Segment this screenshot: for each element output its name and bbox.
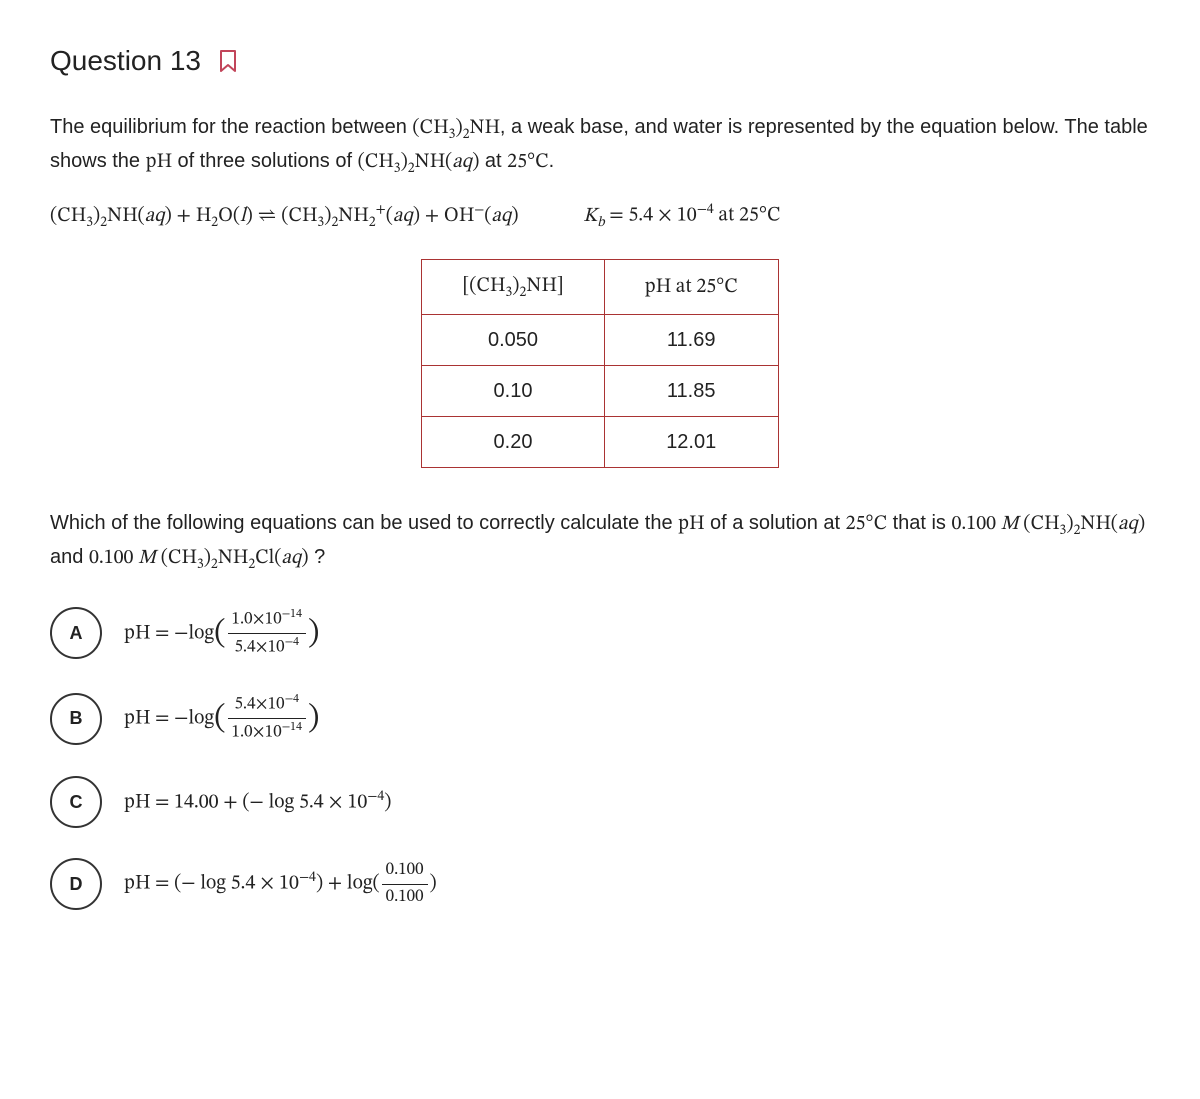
table-cell: 0.20 (422, 416, 604, 467)
data-table: [(CH3)2NH] pH at 25°C 0.050 11.69 0.10 1… (421, 259, 778, 468)
option-letter: C (50, 776, 102, 828)
text: The equilibrium for the reaction between (50, 116, 412, 138)
ph-text: pH (146, 152, 172, 172)
formula: 0.100 M (CH3)2NH(aq) (952, 514, 1146, 534)
formula: (CH3)2NH(aq) (358, 152, 480, 172)
text: and (50, 546, 89, 568)
options-list: A pH = −log(1.0×10−145.4×10−4) B pH = −l… (50, 606, 1150, 911)
table-cell: 0.10 (422, 365, 604, 416)
eq-rhs: (CH3)2NH2+(aq) + OH−(aq) (281, 206, 518, 226)
table-row: 0.10 11.85 (422, 365, 778, 416)
option-equation: pH = 14.00 + (− log 5.4 × 10−4) (124, 787, 391, 818)
formula: 0.100 M (CH3)2NH2Cl(aq) (89, 548, 309, 568)
text: that is (887, 512, 951, 534)
option-c[interactable]: C pH = 14.00 + (− log 5.4 × 10−4) (50, 776, 1150, 828)
frac-den: 0.100 (382, 885, 428, 911)
option-d[interactable]: D pH = (− log 5.4 × 10−4) + log(0.1000.1… (50, 858, 1150, 910)
question-title: Question 13 (50, 40, 201, 82)
text: Which of the following equations can be … (50, 512, 678, 534)
eq-arrows: ⇌ (258, 206, 282, 226)
text: . (549, 150, 555, 172)
frac-den: 5.4×10−4 (228, 634, 306, 661)
table-cell: 0.050 (422, 314, 604, 365)
table-row: 0.050 11.69 (422, 314, 778, 365)
text: of a solution at (704, 512, 845, 534)
frac-num: 5.4×10−4 (228, 691, 306, 719)
table-header: pH at 25°C (604, 259, 778, 314)
frac-num: 1.0×10−14 (228, 606, 306, 634)
table-header-row: [(CH3)2NH] pH at 25°C (422, 259, 778, 314)
table-cell: 12.01 (604, 416, 778, 467)
question-paragraph: Which of the following equations can be … (50, 508, 1150, 576)
option-letter: B (50, 693, 102, 745)
text: of three solutions of (172, 150, 358, 172)
table-row: 0.20 12.01 (422, 416, 778, 467)
table-cell: 11.69 (604, 314, 778, 365)
table-header: [(CH3)2NH] (422, 259, 604, 314)
text: ? (309, 546, 326, 568)
option-b[interactable]: B pH = −log(5.4×10−41.0×10−14) (50, 691, 1150, 746)
equilibrium-equation: (CH3)2NH(aq) + H2O(l) ⇌ (CH3)2NH2+(aq) +… (50, 200, 1150, 234)
bookmark-icon[interactable] (219, 50, 237, 72)
option-letter: A (50, 607, 102, 659)
table-cell: 11.85 (604, 365, 778, 416)
temp: 25°C (507, 152, 548, 172)
intro-paragraph: The equilibrium for the reaction between… (50, 112, 1150, 180)
option-letter: D (50, 858, 102, 910)
option-equation: pH = −log(1.0×10−145.4×10−4) (124, 606, 319, 661)
text: at (479, 150, 507, 172)
frac-den: 1.0×10−14 (228, 719, 306, 746)
option-equation: pH = −log(5.4×10−41.0×10−14) (124, 691, 319, 746)
question-header: Question 13 (50, 40, 1150, 82)
temp: 25°C (846, 514, 887, 534)
formula: (CH3)2NH (412, 118, 500, 138)
option-equation: pH = (− log 5.4 × 10−4) + log(0.1000.100… (124, 858, 437, 910)
frac-num: 0.100 (382, 858, 428, 885)
kb-value: Kb = 5.4 × 10−4 at 25°C (583, 200, 780, 234)
eq-lhs: (CH3)2NH(aq) + H2O(l) (50, 206, 253, 226)
ph-text: pH (678, 514, 704, 534)
option-a[interactable]: A pH = −log(1.0×10−145.4×10−4) (50, 606, 1150, 661)
